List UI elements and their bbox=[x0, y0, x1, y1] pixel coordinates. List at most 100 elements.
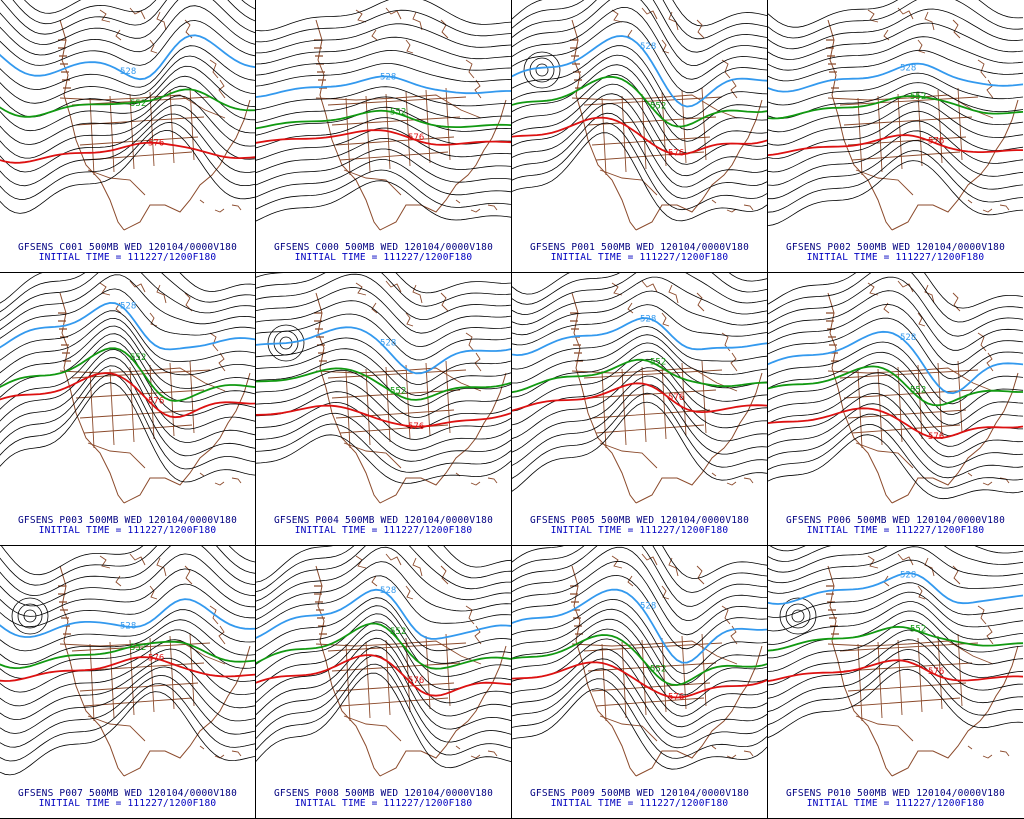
coastline bbox=[59, 292, 251, 504]
contour-576 bbox=[256, 129, 511, 146]
panel-title: GFSENS P002 500MB WED 120104/0000V180 bbox=[785, 242, 1006, 253]
height-contour bbox=[256, 561, 511, 621]
height-contour bbox=[0, 75, 255, 132]
arctic-islands bbox=[355, 553, 498, 759]
coastline bbox=[827, 292, 1019, 504]
coastal-range-hatch bbox=[58, 585, 71, 635]
closed-low-contour bbox=[791, 609, 805, 623]
height-contour bbox=[256, 637, 511, 717]
height-contour bbox=[0, 691, 255, 776]
coastal-range-hatch bbox=[58, 39, 71, 89]
map-plot: 528 552 576 bbox=[512, 546, 767, 777]
contour-label-528: 528 bbox=[380, 338, 396, 348]
height-contour bbox=[256, 106, 511, 136]
height-contour bbox=[512, 384, 767, 466]
initial-time-label: INITIAL TIME = 111227/1200F180 bbox=[550, 525, 729, 536]
height-contour bbox=[256, 613, 511, 678]
height-contour bbox=[768, 22, 1023, 60]
contour-552 bbox=[256, 622, 511, 670]
contour-label-528: 528 bbox=[380, 73, 396, 83]
height-contour bbox=[256, 117, 511, 149]
closed-low-contour bbox=[779, 597, 817, 635]
height-contour bbox=[0, 365, 255, 457]
height-contour bbox=[256, 546, 511, 583]
contour-label-552: 552 bbox=[650, 664, 666, 674]
ensemble-panel-c000: 528 552 576 GFSENS C000 500MB WED 120104/00… bbox=[256, 0, 512, 273]
panel-title: GFSENS C000 500MB WED 120104/0000V180 bbox=[273, 242, 494, 253]
height-contour bbox=[0, 273, 255, 322]
height-contour bbox=[0, 288, 255, 339]
height-contour bbox=[256, 36, 511, 65]
height-contour bbox=[256, 391, 511, 440]
height-contour bbox=[0, 583, 255, 628]
contour-576 bbox=[0, 141, 255, 164]
contour-label-576: 576 bbox=[668, 148, 684, 158]
initial-time-label: INITIAL TIME = 111227/1200F180 bbox=[38, 252, 217, 263]
height-contour bbox=[512, 375, 767, 453]
height-contour bbox=[0, 121, 255, 200]
height-contour bbox=[256, 169, 511, 210]
height-contour bbox=[256, 401, 511, 451]
contour-528 bbox=[768, 62, 1023, 93]
height-contour bbox=[512, 273, 767, 315]
contour-552 bbox=[512, 75, 767, 128]
height-contour bbox=[768, 290, 1023, 351]
contour-label-552: 552 bbox=[130, 643, 146, 653]
initial-time-label: INITIAL TIME = 111227/1200F180 bbox=[38, 525, 217, 536]
height-contour bbox=[256, 96, 511, 124]
height-contour bbox=[256, 273, 511, 307]
map-plot: 528 552 576 bbox=[768, 0, 1023, 231]
contour-576 bbox=[768, 134, 1023, 157]
height-contour bbox=[256, 380, 511, 430]
contour-552 bbox=[0, 347, 255, 402]
height-contour bbox=[0, 113, 255, 187]
height-contour bbox=[768, 601, 1023, 645]
contour-552 bbox=[512, 634, 767, 686]
contour-label-552: 552 bbox=[130, 353, 146, 363]
height-contour bbox=[256, 348, 511, 396]
height-contour bbox=[768, 546, 1023, 562]
coastal-range-hatch bbox=[314, 585, 327, 635]
contour-528 bbox=[512, 317, 767, 357]
height-contour bbox=[512, 0, 767, 53]
height-contour bbox=[0, 546, 255, 597]
height-contour bbox=[256, 273, 511, 320]
height-contour bbox=[0, 553, 255, 607]
contour-576 bbox=[0, 372, 255, 419]
ensemble-panel-p006: 528 552 576 GFSENS P006 500MB WED 120104/00… bbox=[768, 273, 1024, 546]
contour-528 bbox=[768, 572, 1023, 605]
height-contour bbox=[512, 350, 767, 412]
contour-label-528: 528 bbox=[120, 301, 136, 311]
contour-label-576: 576 bbox=[668, 692, 684, 702]
height-contour bbox=[768, 629, 1023, 686]
map-plot: 528 552 576 bbox=[512, 273, 767, 504]
height-contour bbox=[768, 36, 1023, 71]
contour-label-552: 552 bbox=[390, 108, 406, 118]
height-contour bbox=[256, 646, 511, 730]
height-contour bbox=[512, 273, 767, 295]
height-contour bbox=[0, 341, 255, 416]
height-contour bbox=[0, 568, 255, 617]
coastal-range-hatch bbox=[826, 312, 839, 362]
height-contour bbox=[768, 303, 1023, 366]
contour-label-576: 576 bbox=[928, 667, 944, 677]
contour-label-576: 576 bbox=[408, 133, 424, 143]
closed-low-contour bbox=[535, 63, 549, 77]
height-contour bbox=[768, 49, 1023, 82]
height-contour bbox=[768, 160, 1023, 227]
height-contour bbox=[512, 392, 767, 479]
initial-time-label: INITIAL TIME = 111227/1200F180 bbox=[806, 525, 985, 536]
contour-552 bbox=[768, 365, 1023, 407]
contour-label-552: 552 bbox=[910, 385, 926, 395]
height-contour bbox=[0, 273, 255, 304]
height-contour bbox=[256, 287, 511, 334]
height-contour bbox=[256, 49, 511, 76]
height-contour bbox=[512, 608, 767, 685]
contour-528 bbox=[256, 75, 511, 98]
height-contour bbox=[0, 0, 255, 46]
height-contour bbox=[256, 313, 511, 361]
height-contour bbox=[0, 95, 255, 159]
height-contour bbox=[768, 559, 1023, 594]
initial-time-label: INITIAL TIME = 111227/1200F180 bbox=[294, 252, 473, 263]
contour-label-528: 528 bbox=[900, 63, 916, 73]
